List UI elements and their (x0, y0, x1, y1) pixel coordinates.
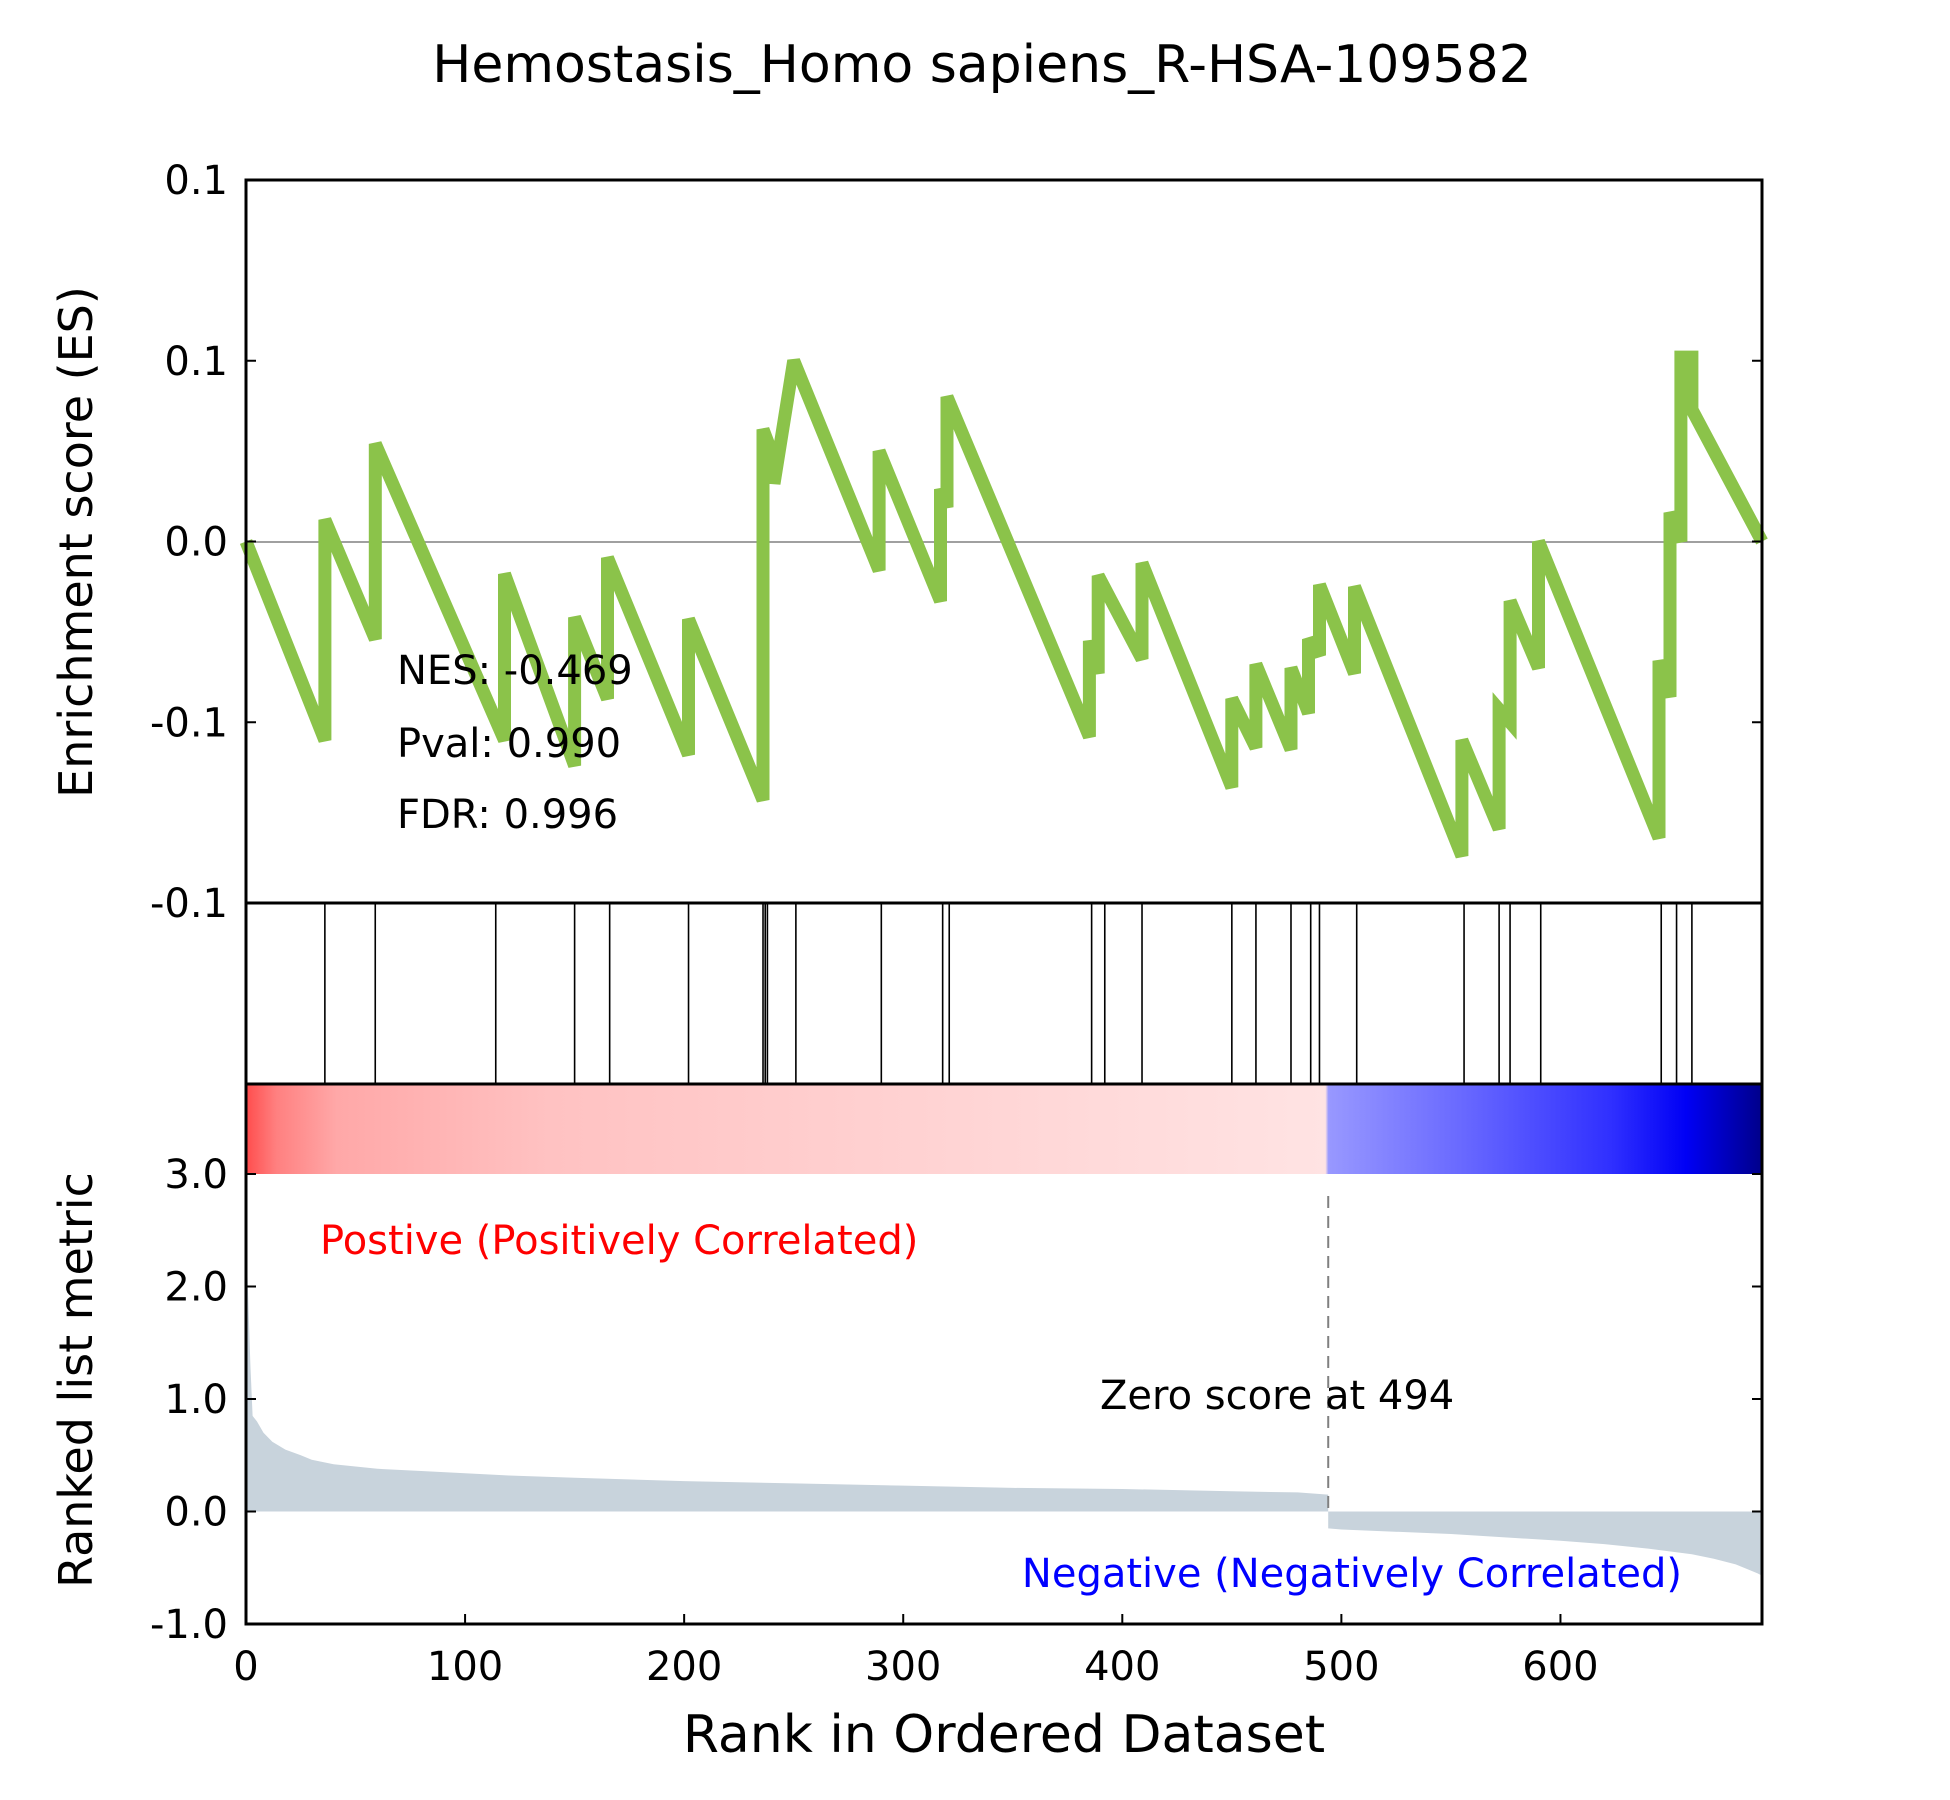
nes-stat: NES: -0.469 (397, 648, 633, 694)
ranked-metric-area (246, 1230, 1762, 1576)
metric-panel-frame (244, 1082, 1764, 1626)
x-tick-label: 300 (865, 1644, 941, 1690)
x-tick-label: 200 (646, 1644, 722, 1690)
x-tick-label: 0 (233, 1644, 258, 1690)
metric-panel: -1.0 0.0 1.0 2.0 3.0 Ranked list metric Post… (49, 1082, 1764, 1648)
metric-y-tick-label: -1.0 (150, 1602, 228, 1648)
metric-y-tick-label: 1.0 (164, 1377, 228, 1423)
metric-y-tick-label: 0.0 (164, 1490, 228, 1536)
hit-panel (244, 901, 1764, 1086)
x-tick-label: 500 (1303, 1644, 1379, 1690)
es-y-tick-label: -0.1 (150, 881, 228, 927)
x-axis-label: Rank in Ordered Dataset (683, 1705, 1325, 1765)
es-y-axis-label: Enrichment score (ES) (49, 286, 103, 798)
chart-title: Hemostasis_Homo sapiens_R-HSA-109582 (432, 35, 1531, 95)
metric-y-tick-label: 3.0 (164, 1152, 228, 1198)
es-y-tick-label: 0.1 (164, 158, 228, 204)
hit-panel-frame (244, 901, 1764, 1086)
negative-label: Negative (Negatively Correlated) (1022, 1551, 1682, 1597)
es-panel: -0.1-0.10.00.10.1 Enrichment score (ES) … (49, 158, 1768, 927)
zero-cross-label: Zero score at 494 (1100, 1373, 1454, 1419)
positive-label: Postive (Positively Correlated) (320, 1218, 918, 1264)
x-tick-label: 600 (1522, 1644, 1598, 1690)
metric-y-axis-label: Ranked list metric (49, 1172, 103, 1588)
es-y-tick-label: -0.1 (150, 700, 228, 746)
es-y-tick-label: 0.1 (164, 339, 228, 385)
rank-color-bar (246, 1084, 1762, 1174)
pval-stat: Pval: 0.990 (397, 721, 621, 767)
es-y-tick-label: 0.0 (164, 520, 228, 566)
fdr-stat: FDR: 0.996 (397, 792, 618, 838)
x-tick-label: 100 (427, 1644, 503, 1690)
x-tick-label: 400 (1084, 1644, 1160, 1690)
es-curve (239, 350, 1768, 859)
metric-y-tick-label: 2.0 (164, 1265, 228, 1311)
